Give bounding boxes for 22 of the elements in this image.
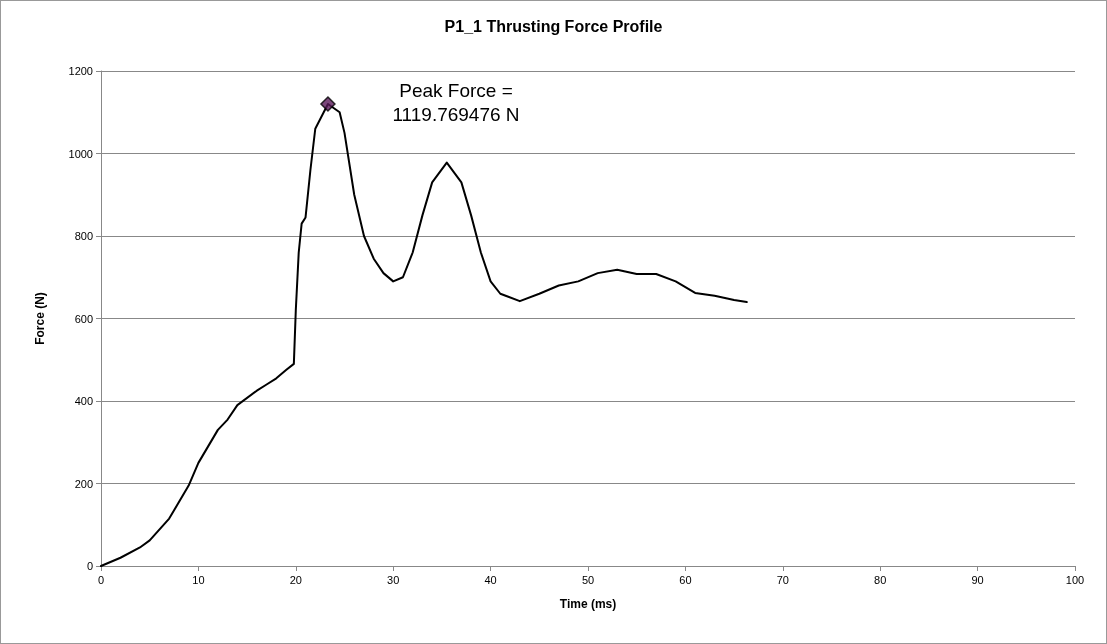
x-tick-label: 70 — [776, 573, 789, 586]
annotation: Peak Force = 1119.769476 N — [392, 79, 520, 125]
x-tick-label: 60 — [679, 573, 692, 586]
chart-title: P1_1 Thrusting Force Profile — [444, 17, 663, 35]
y-tick-label: 600 — [74, 312, 93, 325]
x-tick-label: 90 — [971, 573, 984, 586]
x-tick-label: 30 — [387, 573, 400, 586]
y-axis-title: Force (N) — [33, 292, 47, 345]
y-tick-label: 400 — [74, 395, 93, 407]
y-tick-label: 800 — [74, 230, 93, 242]
x-tick-label: 100 — [1065, 573, 1085, 586]
x-tick-label: 40 — [484, 573, 497, 586]
x-axis-title: Time (ms) — [559, 597, 617, 611]
x-tick-label: 80 — [874, 573, 887, 586]
y-tick-label: 1000 — [68, 147, 93, 160]
y-tick-label: 200 — [74, 477, 93, 490]
y-tick-label: 1200 — [68, 65, 93, 77]
x-tick-label: 0 — [97, 573, 105, 586]
y-tick-label: 0 — [86, 560, 93, 572]
x-tick-label: 20 — [289, 573, 302, 586]
x-tick-label: 50 — [581, 573, 595, 586]
x-tick-label: 10 — [192, 573, 205, 586]
